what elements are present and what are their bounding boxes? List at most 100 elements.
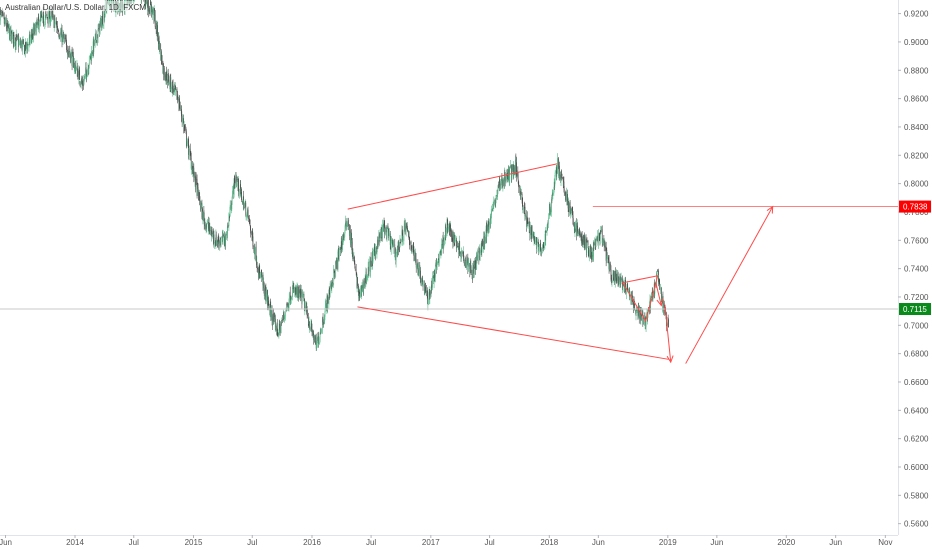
candle-body <box>577 231 579 235</box>
candle-body <box>198 191 199 200</box>
candle-body <box>387 226 389 229</box>
candle-body <box>175 85 176 89</box>
candle-body <box>43 14 44 24</box>
candle-body <box>59 35 60 38</box>
candle-body <box>240 189 242 191</box>
candle-body <box>292 288 293 297</box>
candle-body <box>336 259 338 270</box>
candle-body <box>431 283 433 290</box>
candle-body <box>320 331 321 333</box>
candle-body <box>263 281 264 282</box>
candle-body <box>79 69 80 80</box>
candle-body <box>199 192 201 201</box>
candle-body <box>63 38 65 39</box>
candle-body <box>394 244 396 254</box>
candle-body <box>308 324 310 325</box>
candle-body <box>97 28 99 38</box>
candle-body <box>429 292 431 300</box>
candle-body <box>572 209 573 212</box>
candle-body <box>94 37 96 44</box>
candle-body <box>579 228 580 231</box>
candle-body <box>469 271 471 275</box>
candle-body <box>374 252 376 254</box>
candle-body <box>525 214 526 217</box>
candle-body <box>268 305 270 307</box>
upper-trendline[interactable] <box>347 163 558 210</box>
candle-body <box>601 230 602 232</box>
candle-body <box>190 152 191 157</box>
candle-body <box>187 139 189 143</box>
candle-body <box>4 18 6 25</box>
candle-body <box>560 174 562 180</box>
lower-trendline[interactable] <box>357 306 669 360</box>
candle-body <box>476 256 478 259</box>
candle-body <box>488 221 490 230</box>
candle-body <box>102 24 104 26</box>
candle-body <box>277 332 279 336</box>
candle-body <box>85 67 87 73</box>
candle-body <box>535 240 537 242</box>
candle-body <box>265 297 267 303</box>
candle-body <box>661 296 663 302</box>
candle-body <box>530 226 532 236</box>
candle-body <box>5 17 7 25</box>
candle-body <box>548 206 550 217</box>
candle-body <box>194 171 196 182</box>
projection-up-arrow[interactable] <box>685 206 774 364</box>
candle-body <box>481 242 482 248</box>
candle-body <box>506 174 507 178</box>
candle-body <box>429 291 431 296</box>
candle-body <box>383 223 385 224</box>
candle-body <box>72 53 74 57</box>
candle-body <box>479 253 481 256</box>
candle-body <box>507 172 508 180</box>
candle-body <box>547 222 549 228</box>
candle-body <box>584 236 586 250</box>
candle-body <box>81 79 83 82</box>
candle-body <box>585 238 587 246</box>
time-axis[interactable]: Jun 2014 Jul 2015 Jul 2016 Jul 2017 Jul 2018 Jun 20… <box>0 535 892 547</box>
candle-body <box>88 69 89 73</box>
candle-body <box>39 16 41 27</box>
y-tick-label: 0.7200 <box>904 293 929 302</box>
candle-body <box>76 65 78 77</box>
candle-body <box>480 244 482 254</box>
candle-body <box>185 126 187 131</box>
candle-body <box>597 232 599 244</box>
candle-body <box>332 282 333 284</box>
candle-body <box>1 12 3 15</box>
candle-body <box>593 242 594 257</box>
candle-body <box>238 179 239 192</box>
candle-body <box>542 244 544 245</box>
candle-body <box>402 232 403 241</box>
candle-body <box>167 73 169 75</box>
candle-body <box>503 179 505 181</box>
candle-body <box>348 225 350 236</box>
candle-body <box>543 245 544 248</box>
candle-body <box>463 252 464 258</box>
candle-body <box>425 286 426 292</box>
candle-body <box>615 272 617 278</box>
candle-body <box>631 302 632 304</box>
small-down-arrow[interactable] <box>655 282 662 306</box>
candle-body <box>559 165 560 178</box>
candle-body <box>322 319 323 329</box>
candle-body <box>653 294 655 298</box>
candle-body <box>622 288 624 290</box>
candle-body <box>276 322 278 332</box>
candle-body <box>337 251 339 270</box>
candle-body <box>249 226 251 229</box>
candle-body <box>17 36 19 37</box>
candle-body <box>318 341 320 345</box>
candle-body <box>409 239 411 245</box>
candle-body <box>323 317 325 325</box>
small-triangle-pattern[interactable] <box>621 275 659 323</box>
projection-down-arrow[interactable] <box>664 304 672 363</box>
y-tick-label: 0.8600 <box>904 95 929 104</box>
candle-body <box>285 309 287 311</box>
candle-body <box>547 217 549 225</box>
candle-body <box>529 226 531 236</box>
candle-body <box>60 31 62 35</box>
candle-body <box>51 11 52 17</box>
